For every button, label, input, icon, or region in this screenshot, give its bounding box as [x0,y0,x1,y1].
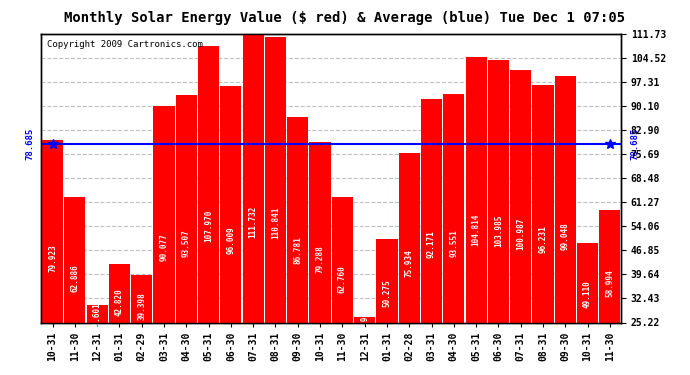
Bar [310,142,331,375]
Text: 92.171: 92.171 [427,230,436,258]
Text: 39.398: 39.398 [137,292,146,320]
Bar [42,140,63,375]
Bar [287,117,308,375]
Text: 107.970: 107.970 [204,210,213,242]
Text: 79.288: 79.288 [315,246,324,273]
Bar [153,106,175,375]
Bar [555,76,576,375]
Text: 103.985: 103.985 [494,214,503,247]
Bar [376,239,397,375]
Bar [488,60,509,375]
Bar [86,304,108,375]
Text: 93.551: 93.551 [449,229,458,256]
Bar [510,70,531,375]
Bar [332,197,353,375]
Text: 50.275: 50.275 [382,279,391,307]
Bar [64,197,86,375]
Bar [243,34,264,375]
Text: 78.685: 78.685 [26,128,34,160]
Text: 79.923: 79.923 [48,245,57,273]
Bar [399,153,420,375]
Text: 96.231: 96.231 [538,226,547,254]
Text: 78.685: 78.685 [630,128,639,160]
Bar [466,57,486,375]
Text: 62.886: 62.886 [70,265,79,292]
Text: 49.110: 49.110 [583,281,592,309]
Bar [354,317,375,375]
Text: 58.994: 58.994 [605,269,614,297]
Bar [421,99,442,375]
Bar [577,243,598,375]
Bar [176,94,197,375]
Text: 100.987: 100.987 [516,218,525,250]
Text: 110.841: 110.841 [271,206,280,238]
Text: 30.601: 30.601 [92,302,101,330]
Text: Copyright 2009 Cartronics.com: Copyright 2009 Cartronics.com [47,39,203,48]
Text: 96.009: 96.009 [226,226,235,254]
Text: 111.732: 111.732 [248,205,257,238]
Text: 62.760: 62.760 [338,265,347,292]
Bar [109,264,130,375]
Text: 90.077: 90.077 [159,233,168,261]
Text: 86.781: 86.781 [293,237,302,264]
Text: 26.918: 26.918 [360,307,369,334]
Bar [198,46,219,375]
Bar [220,86,242,375]
Text: 99.048: 99.048 [561,222,570,250]
Bar [533,86,553,375]
Text: 104.814: 104.814 [471,213,481,246]
Text: 93.507: 93.507 [181,229,191,256]
Bar [265,37,286,375]
Text: 42.820: 42.820 [115,288,124,316]
Bar [599,210,620,375]
Bar [131,275,152,375]
Text: Monthly Solar Energy Value ($ red) & Average (blue) Tue Dec 1 07:05: Monthly Solar Energy Value ($ red) & Ave… [64,11,626,25]
Text: 75.934: 75.934 [405,249,414,277]
Bar [443,94,464,375]
